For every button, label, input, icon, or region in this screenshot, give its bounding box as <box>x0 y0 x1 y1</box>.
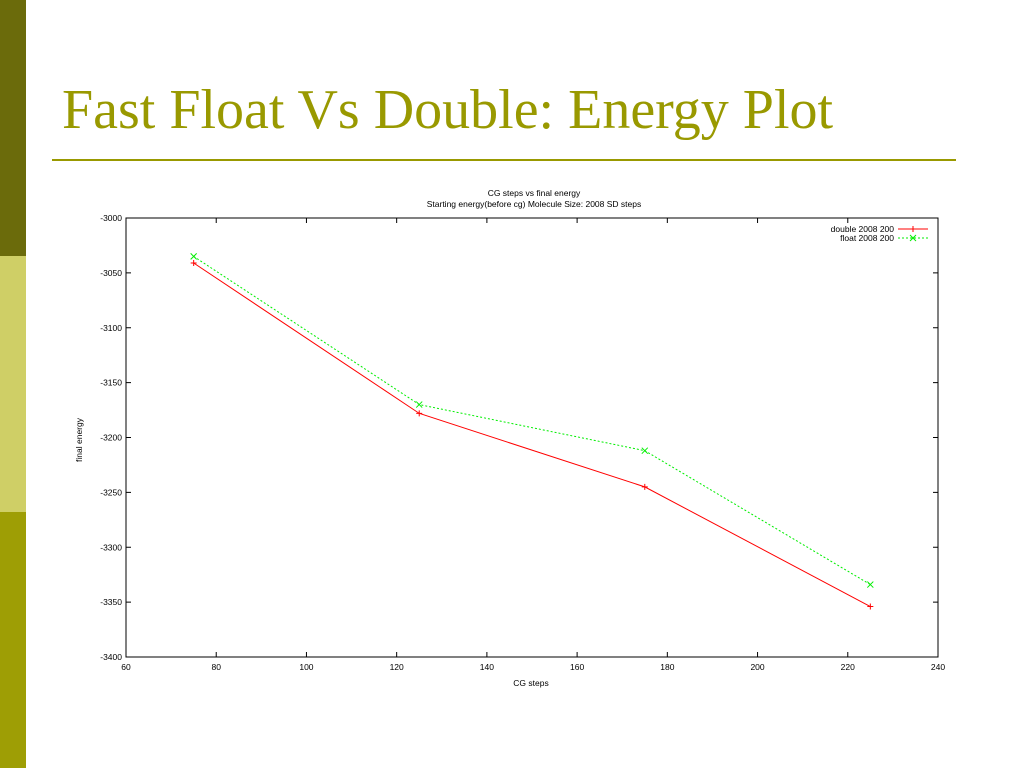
data-point-marker <box>909 234 917 242</box>
y-tick-label: -3150 <box>100 378 122 388</box>
x-tick-label: 140 <box>480 662 494 672</box>
legend-label: float 2008 200 <box>840 233 894 243</box>
x-axis-label: CG steps <box>513 678 548 688</box>
y-tick-label: -3000 <box>100 213 122 223</box>
data-point-marker <box>415 401 423 408</box>
legend-label: double 2008 200 <box>831 224 895 234</box>
y-tick-label: -3300 <box>100 542 122 552</box>
y-axis-label: final energy <box>74 417 84 462</box>
x-tick-label: 80 <box>211 662 221 672</box>
x-tick-label: 160 <box>570 662 584 672</box>
energy-line-chart: CG steps vs final energy Starting energy… <box>74 188 945 688</box>
slide-title: Fast Float Vs Double: Energy Plot <box>62 79 834 141</box>
y-tick-label: -3200 <box>100 433 122 443</box>
x-tick-label: 120 <box>390 662 404 672</box>
sidebar-dark-band <box>0 0 26 256</box>
plot-frame <box>125 217 939 658</box>
chart-subtitle: Starting energy(before cg) Molecule Size… <box>427 199 642 209</box>
series-layer <box>190 253 874 610</box>
y-tick-label: -3400 <box>100 652 122 662</box>
chart-title: CG steps vs final energy <box>488 188 581 198</box>
data-point-marker <box>866 581 874 588</box>
y-tick-label: -3100 <box>100 323 122 333</box>
series-double-2008-200 <box>190 259 874 610</box>
y-tick-label: -3350 <box>100 597 122 607</box>
x-tick-label: 60 <box>121 662 131 672</box>
sidebar-light-band <box>0 256 26 512</box>
x-tick-label: 180 <box>660 662 674 672</box>
title-divider <box>52 159 956 161</box>
series-line <box>193 255 871 585</box>
x-tick-label: 240 <box>931 662 945 672</box>
x-tick-label: 220 <box>841 662 855 672</box>
x-tick-label: 200 <box>750 662 764 672</box>
data-point-marker <box>641 447 649 455</box>
y-tick-label: -3050 <box>100 268 122 278</box>
y-tick-label: -3250 <box>100 487 122 497</box>
axis-ticks: 60 80 100 120 140 160 180 200 220 240 -3000 -3050 -3… <box>100 213 945 672</box>
sidebar-mid-band <box>0 512 26 768</box>
series-float-2008-200 <box>190 253 874 588</box>
x-tick-label: 100 <box>299 662 313 672</box>
series-line <box>193 262 871 607</box>
data-point-marker <box>190 253 198 260</box>
